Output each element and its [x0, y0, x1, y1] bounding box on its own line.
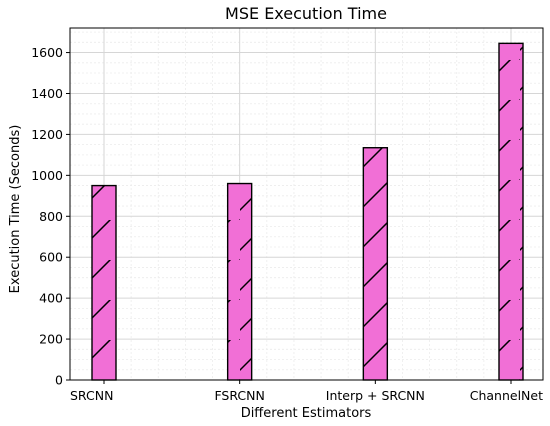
bar-srcnn: [91, 184, 117, 381]
y-tick-label: 1000: [31, 168, 63, 183]
y-tick-label: 200: [39, 332, 63, 347]
x-tick-label: SRCNN: [70, 388, 113, 403]
y-axis-label: Execution Time (Seconds): [8, 125, 23, 294]
bar-channelnet: [498, 42, 524, 381]
x-tick-label: ChannelNet: [470, 388, 543, 403]
bar-fsrcnn: [226, 182, 253, 381]
x-tick-label: FSRCNN: [214, 388, 264, 403]
y-tick-label: 1200: [31, 127, 63, 142]
y-tick-label: 0: [55, 373, 63, 388]
chart-title: MSE Execution Time: [225, 4, 387, 23]
y-axis-ticks: 0 200 400 600 800 1000 1200 1400 1600: [31, 45, 70, 388]
y-tick-label: 400: [39, 291, 63, 306]
y-tick-label: 1600: [31, 45, 63, 60]
plot-frame: [69, 27, 544, 381]
x-axis-label: Different Estimators: [241, 406, 372, 421]
y-tick-label: 800: [39, 209, 63, 224]
x-tick-label: Interp + SRCNN: [326, 388, 425, 403]
bar-interp-srcnn: [362, 147, 389, 381]
y-tick-label: 600: [39, 250, 63, 265]
grid-lines: [70, 28, 543, 381]
y-tick-label: 1400: [31, 86, 63, 101]
x-axis-ticks: SRCNN FSRCNN Interp + SRCNN ChannelNet: [70, 380, 543, 403]
